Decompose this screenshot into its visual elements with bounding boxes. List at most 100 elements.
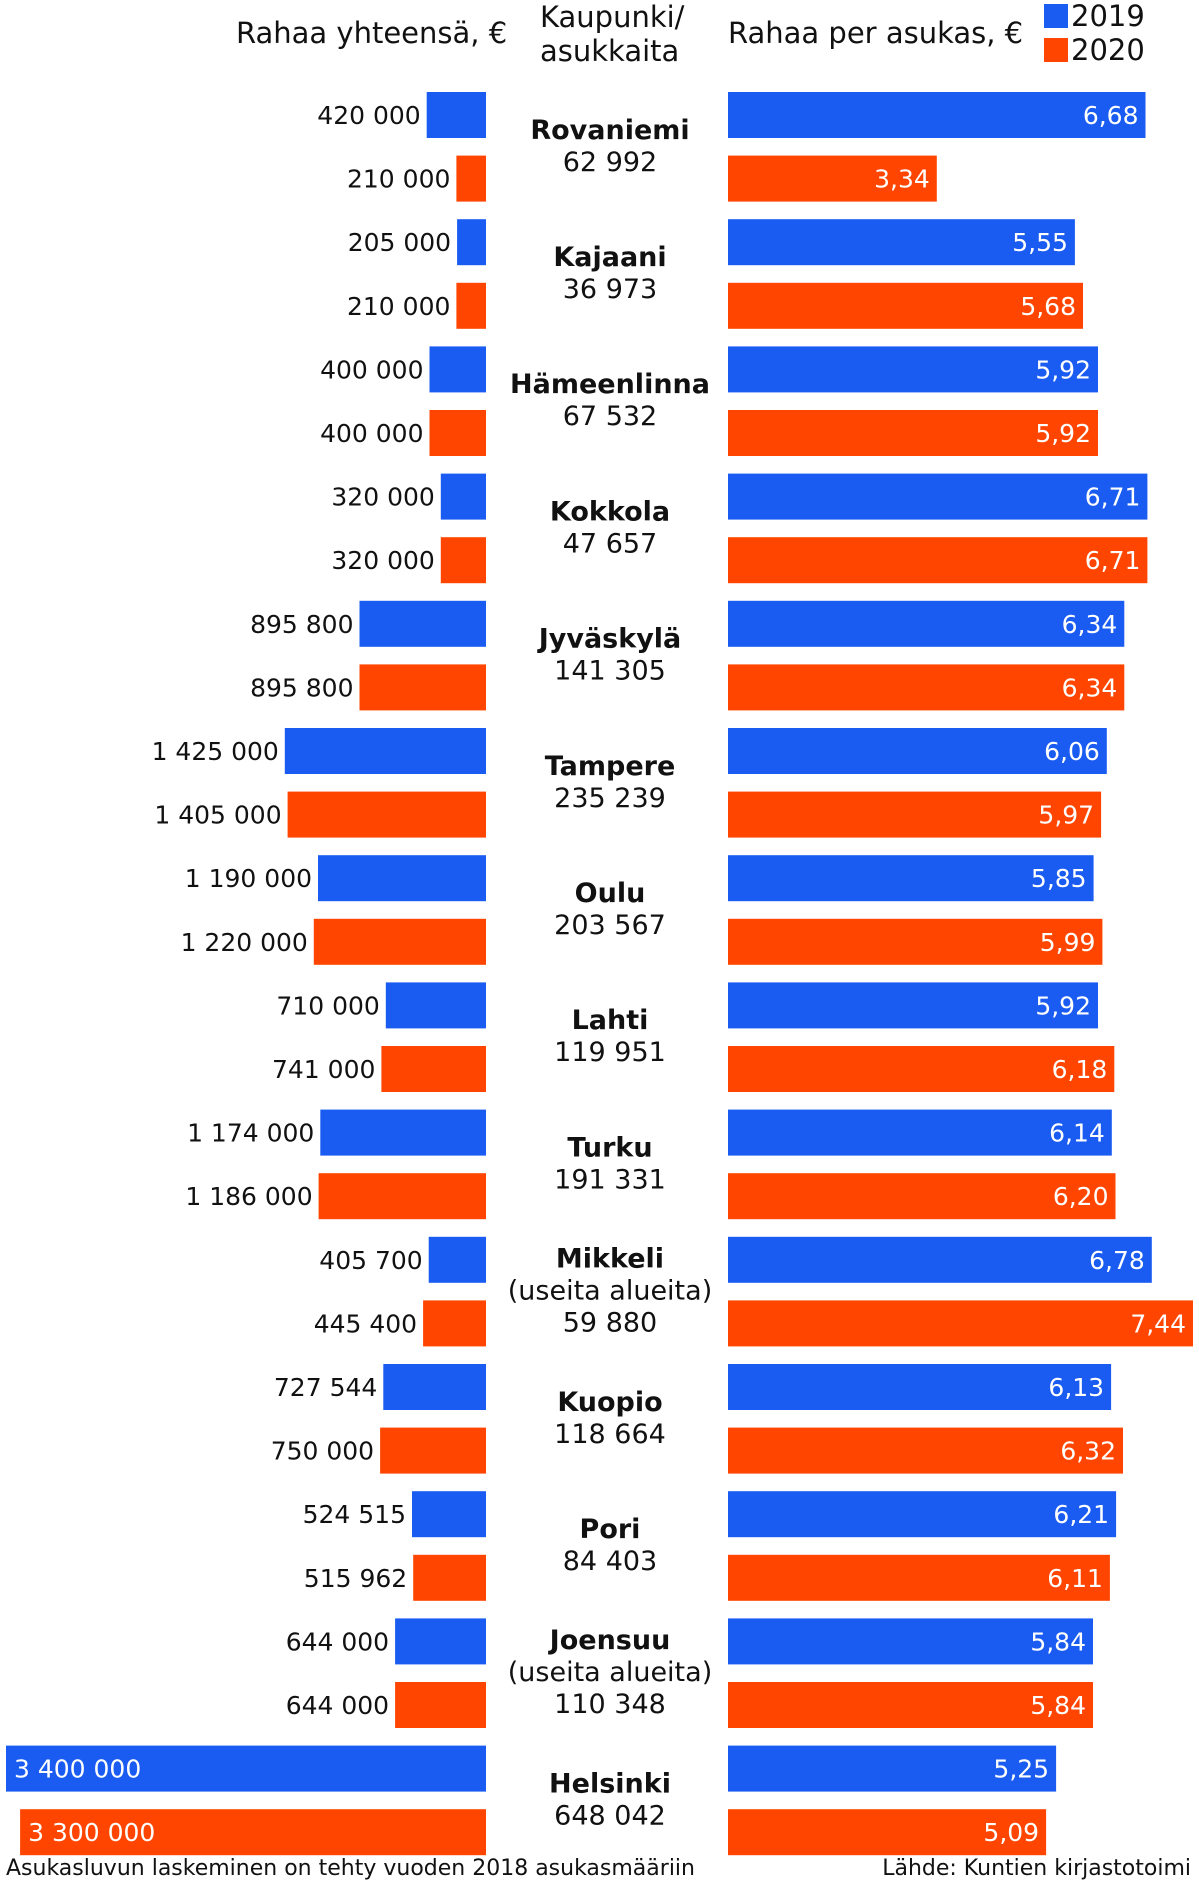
per-capita-bar-tampere-2019 — [728, 728, 1107, 774]
per-capita-label-turku-2020: 6,20 — [1053, 1182, 1109, 1211]
per-capita-label-oulu-2020: 5,99 — [1040, 928, 1096, 957]
per-capita-bar-kajaani-2019 — [728, 219, 1075, 266]
total-label-pori-2019: 524 515 — [303, 1500, 406, 1529]
total-label-pori-2020: 515 962 — [304, 1564, 407, 1593]
per-capita-bar-jyvaskyla-2019 — [728, 600, 1125, 647]
total-bar-jyvaskyla-2020 — [359, 664, 486, 711]
per-capita-bar-hameenlinna-2019 — [728, 346, 1098, 393]
per-capita-label-mikkeli-2020: 7,44 — [1130, 1309, 1186, 1338]
city-name-kajaani: Kajaani — [553, 242, 666, 273]
total-label-rovaniemi-2020: 210 000 — [347, 165, 450, 194]
total-label-kokkola-2019: 320 000 — [331, 483, 434, 512]
city-name-kokkola: Kokkola — [550, 496, 670, 527]
per-capita-bar-tampere-2020 — [728, 791, 1102, 838]
total-bar-kokkola-2020 — [440, 537, 486, 584]
total-bar-turku-2020 — [318, 1173, 486, 1220]
city-population-turku: 191 331 — [554, 1164, 666, 1195]
per-capita-label-joensuu-2020: 5,84 — [1030, 1691, 1086, 1720]
total-label-kajaani-2019: 205 000 — [348, 228, 451, 257]
city-population-joensuu: 110 348 — [554, 1689, 666, 1720]
city-population-helsinki: 648 042 — [554, 1800, 666, 1831]
total-label-hameenlinna-2020: 400 000 — [320, 419, 423, 448]
city-note-joensuu: (useita alueita) — [508, 1657, 712, 1688]
total-bar-tampere-2019 — [284, 728, 486, 774]
per-capita-bar-turku-2019 — [728, 1109, 1112, 1156]
city-population-hameenlinna: 67 532 — [563, 401, 657, 432]
per-capita-bar-lahti-2019 — [728, 982, 1098, 1029]
per-capita-bar-helsinki-2019 — [728, 1745, 1057, 1792]
total-label-mikkeli-2019: 405 700 — [319, 1246, 422, 1275]
total-bar-tampere-2020 — [287, 791, 486, 838]
per-capita-bar-mikkeli-2020 — [728, 1300, 1193, 1347]
city-name-hameenlinna: Hämeenlinna — [510, 369, 710, 400]
total-bar-kajaani-2020 — [456, 282, 486, 329]
per-capita-label-kokkola-2020: 6,71 — [1085, 546, 1141, 575]
total-label-kuopio-2019: 727 544 — [274, 1373, 377, 1402]
per-capita-label-pori-2019: 6,21 — [1053, 1500, 1109, 1529]
per-capita-label-pori-2020: 6,11 — [1047, 1564, 1103, 1593]
center-column-title-line1: Kaupunki/ — [540, 0, 685, 34]
city-population-pori: 84 403 — [563, 1546, 657, 1577]
city-population-jyvaskyla: 141 305 — [554, 656, 666, 687]
total-label-tampere-2020: 1 405 000 — [154, 801, 281, 830]
total-label-kajaani-2020: 210 000 — [347, 292, 450, 321]
center-column-title-line2: asukkaita — [540, 34, 680, 68]
per-capita-bar-kuopio-2019 — [728, 1364, 1112, 1410]
per-capita-label-kuopio-2020: 6,32 — [1060, 1437, 1116, 1466]
per-capita-bar-rovaniemi-2019 — [728, 92, 1146, 138]
per-capita-label-joensuu-2019: 5,84 — [1030, 1627, 1086, 1656]
total-label-hameenlinna-2019: 400 000 — [320, 355, 423, 384]
per-capita-label-kajaani-2020: 5,68 — [1020, 292, 1076, 321]
per-capita-label-mikkeli-2019: 6,78 — [1089, 1246, 1145, 1275]
total-bar-mikkeli-2020 — [423, 1300, 486, 1347]
city-name-joensuu: Joensuu — [548, 1625, 671, 1656]
total-bar-turku-2019 — [320, 1109, 486, 1156]
total-label-jyvaskyla-2020: 895 800 — [250, 673, 353, 702]
city-name-oulu: Oulu — [575, 878, 646, 909]
total-bar-kokkola-2019 — [440, 473, 486, 520]
city-population-lahti: 119 951 — [554, 1037, 666, 1068]
city-name-mikkeli: Mikkeli — [556, 1244, 664, 1275]
city-name-lahti: Lahti — [572, 1005, 649, 1036]
total-bar-pori-2020 — [413, 1554, 486, 1601]
legend-label-2020: 2020 — [1071, 33, 1145, 67]
legend: 2019 2020 — [1044, 0, 1194, 70]
total-bar-lahti-2020 — [381, 1046, 486, 1092]
city-name-rovaniemi: Rovaniemi — [530, 115, 689, 146]
per-capita-label-kajaani-2019: 5,55 — [1012, 228, 1068, 257]
total-bar-helsinki-2019 — [6, 1745, 486, 1792]
total-bar-jyvaskyla-2019 — [359, 600, 486, 647]
total-label-kokkola-2020: 320 000 — [331, 546, 434, 575]
per-capita-bar-kokkola-2019 — [728, 473, 1148, 520]
footer-source: Lähde: Kuntien kirjastotoimi — [882, 1856, 1191, 1881]
per-capita-bar-joensuu-2020 — [728, 1682, 1093, 1728]
per-capita-label-lahti-2019: 5,92 — [1035, 991, 1091, 1020]
right-panel-title: Rahaa per asukas, € — [728, 16, 1024, 50]
legend-swatch-2020 — [1044, 38, 1068, 62]
per-capita-label-hameenlinna-2020: 5,92 — [1035, 419, 1091, 448]
total-label-joensuu-2019: 644 000 — [286, 1627, 389, 1656]
per-capita-bar-jyvaskyla-2020 — [728, 664, 1125, 711]
city-name-turku: Turku — [567, 1132, 652, 1163]
per-capita-bar-pori-2019 — [728, 1491, 1117, 1538]
total-label-helsinki-2020: 3 300 000 — [28, 1818, 155, 1847]
total-bar-joensuu-2019 — [395, 1618, 486, 1665]
footer-note: Asukasluvun laskeminen on tehty vuoden 2… — [6, 1856, 695, 1881]
per-capita-bar-turku-2020 — [728, 1173, 1116, 1220]
city-population-kuopio: 118 664 — [554, 1419, 666, 1450]
city-population-rovaniemi: 62 992 — [563, 147, 657, 178]
per-capita-label-jyvaskyla-2019: 6,34 — [1062, 610, 1118, 639]
total-bar-joensuu-2020 — [395, 1682, 486, 1728]
total-label-lahti-2019: 710 000 — [276, 991, 379, 1020]
city-name-helsinki: Helsinki — [549, 1768, 671, 1799]
per-capita-label-kokkola-2019: 6,71 — [1085, 483, 1141, 512]
city-name-jyvaskyla: Jyväskylä — [537, 624, 682, 655]
total-bar-pori-2019 — [412, 1491, 486, 1538]
per-capita-label-jyvaskyla-2020: 6,34 — [1062, 673, 1118, 702]
total-bar-oulu-2020 — [313, 918, 486, 965]
total-label-turku-2019: 1 174 000 — [187, 1119, 314, 1148]
city-name-pori: Pori — [580, 1514, 641, 1545]
per-capita-label-lahti-2020: 6,18 — [1052, 1055, 1108, 1084]
per-capita-label-turku-2019: 6,14 — [1049, 1119, 1105, 1148]
